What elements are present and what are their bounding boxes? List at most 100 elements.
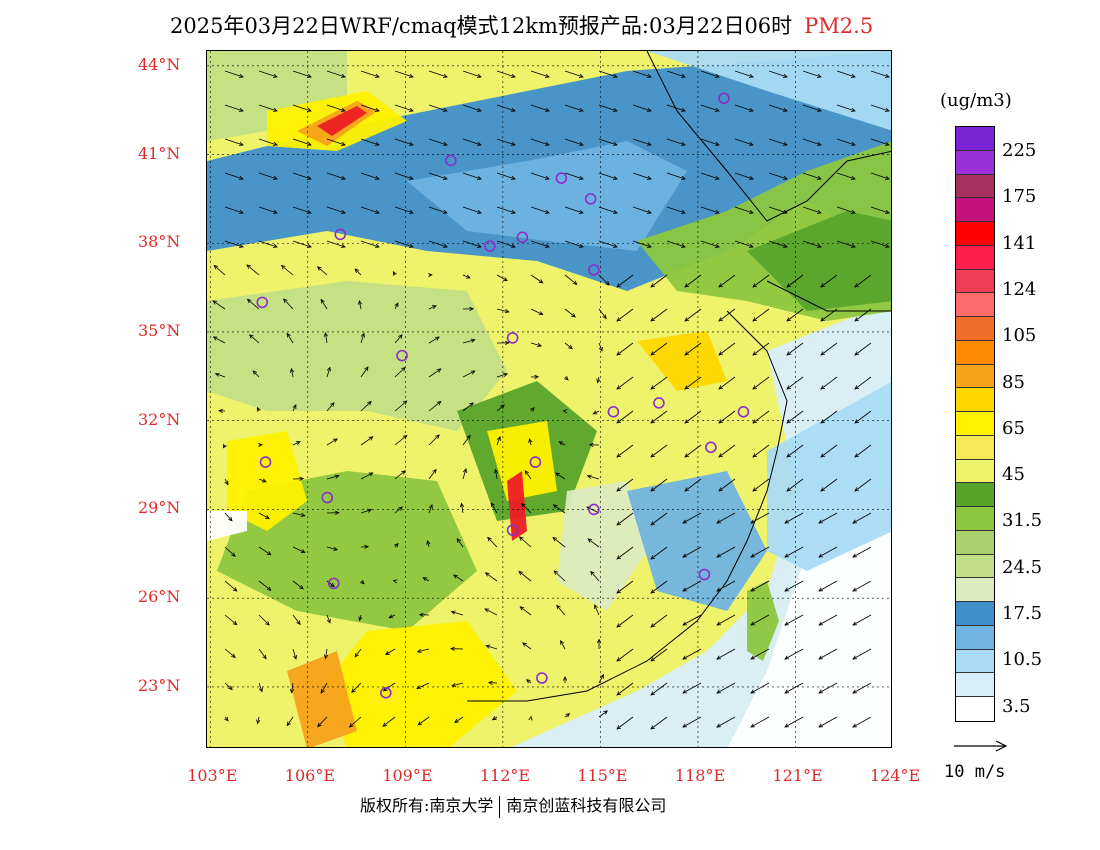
wind-vector: [218, 408, 226, 413]
wind-vector: [360, 436, 374, 446]
station-marker: [555, 172, 568, 184]
wind-vector: [616, 580, 634, 594]
wind-vector: [360, 544, 370, 549]
wind-vector: [616, 376, 634, 390]
wind-vector: [292, 240, 312, 248]
colorbar-segment: [956, 340, 994, 365]
wind-vector: [632, 206, 652, 214]
longitude-label: 121°E: [772, 766, 823, 785]
wind-vector: [598, 172, 618, 180]
wind-vector: [462, 402, 474, 412]
colorbar-segment: [956, 602, 994, 626]
wind-vector: [462, 70, 482, 78]
wind-vector: [820, 376, 838, 390]
wind-vector: [428, 305, 437, 310]
wind-vector: [484, 608, 498, 616]
wind-vector: [258, 172, 278, 180]
wind-vector: [323, 332, 329, 344]
wind-vector: [496, 372, 509, 378]
wind-vector: [684, 308, 702, 322]
wind-vector: [224, 138, 244, 146]
wind-vector: [392, 579, 398, 584]
wind-vector: [317, 716, 328, 728]
wind-vector: [326, 172, 346, 180]
wind-vector: [562, 676, 568, 684]
colorbar-segment: [956, 554, 994, 579]
wind-vector: [700, 70, 720, 78]
station-marker: [484, 240, 496, 253]
northeast-sky: [647, 51, 891, 131]
wind-vector: [598, 274, 610, 286]
wind-vector: [451, 682, 464, 687]
wind-vector: [684, 274, 702, 288]
wind-vector: [598, 104, 618, 112]
wind-vector: [682, 512, 702, 524]
wind-vector: [394, 104, 414, 112]
wind-vector: [786, 274, 804, 288]
wind-vector: [320, 298, 328, 310]
wind-vector: [802, 240, 822, 248]
wind-vector: [530, 274, 544, 284]
wind-vector: [700, 138, 720, 146]
wind-vector: [348, 716, 362, 728]
wind-vector: [752, 274, 770, 288]
colorbar-segment: [956, 412, 994, 436]
wind-vector: [716, 716, 736, 728]
wind-vector: [351, 682, 362, 693]
station-marker: [536, 672, 548, 684]
wind-vector: [450, 610, 464, 616]
longitude-label: 106°E: [284, 766, 335, 785]
map-canvas: [207, 51, 891, 747]
wind-vector: [528, 438, 533, 446]
wind-vector: [258, 614, 270, 626]
wind-vector: [258, 580, 272, 591]
wind-vector: [650, 648, 668, 662]
wind-vector: [357, 299, 363, 310]
wind-vector: [818, 682, 838, 694]
wind-vector: [417, 716, 430, 726]
pollutant-species: PM2.5: [804, 14, 874, 38]
wind-vector: [224, 104, 244, 112]
wind-vector: [493, 468, 499, 480]
wind-vector: [530, 70, 550, 78]
wind-vector: [870, 70, 890, 78]
wind-vector: [519, 606, 532, 616]
wind-vector: [292, 614, 301, 626]
colorbar-label: 24.5: [1002, 556, 1043, 578]
wind-vector: [700, 172, 720, 180]
wind-vector: [752, 308, 770, 322]
wind-vector: [326, 104, 346, 112]
wind-vector: [462, 138, 482, 146]
wind-vector: [818, 648, 838, 660]
wind-vector: [428, 400, 442, 412]
wind-vector: [718, 376, 736, 390]
wind-vector: [256, 716, 261, 725]
wind-vector: [258, 546, 272, 556]
latitude-label: 26°N: [138, 587, 181, 607]
wind-vector: [616, 546, 634, 560]
colorbar-segment: [956, 293, 994, 317]
colorbar-label: 105: [1002, 325, 1037, 347]
wind-vector: [650, 512, 668, 526]
colorbar-segment: [956, 269, 994, 294]
west-clean-spot: [207, 511, 247, 541]
wind-vector: [682, 682, 702, 694]
wind-vector: [358, 614, 363, 622]
colorbar-label: 65: [1002, 417, 1025, 439]
wind-vector: [682, 546, 702, 558]
wind-vector: [286, 332, 294, 344]
wind-vector: [283, 298, 294, 310]
longitude-label: 109°E: [382, 766, 433, 785]
wind-vector: [684, 376, 702, 390]
wind-vector: [802, 172, 822, 180]
wind-vector: [650, 376, 668, 390]
wind-vector: [326, 614, 331, 624]
station-marker: [588, 503, 600, 516]
wind-vector: [326, 138, 346, 146]
wind-vector: [666, 104, 686, 112]
wind-vector: [452, 574, 464, 582]
station-marker: [506, 524, 519, 536]
latitude-label: 35°N: [138, 320, 181, 340]
wind-vector: [258, 240, 278, 248]
wind-vector: [650, 614, 668, 628]
